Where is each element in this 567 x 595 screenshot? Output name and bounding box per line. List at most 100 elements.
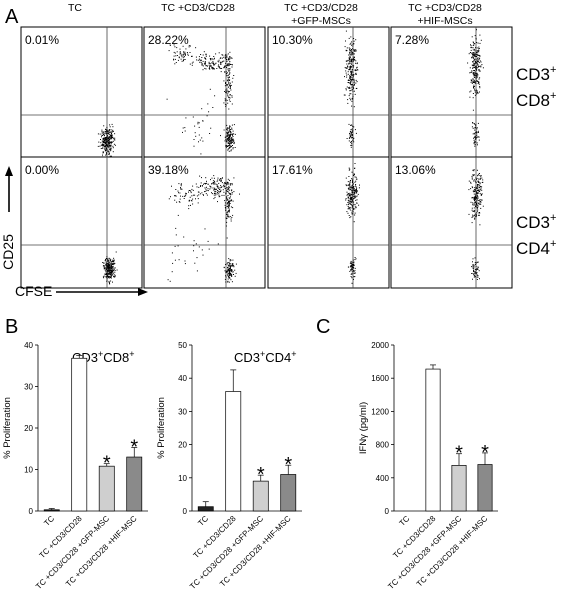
flow-event-dot (203, 51, 205, 53)
y-tick-label: 50 (178, 341, 187, 350)
flow-event-dot (352, 86, 354, 88)
flow-event-dot (106, 131, 108, 133)
flow-event-dot (350, 131, 352, 133)
flow-event-dot (472, 78, 474, 80)
flow-event-dot (349, 180, 351, 182)
flow-event-dot (211, 192, 212, 194)
flow-event-dot (350, 66, 352, 68)
flow-event-dot (207, 188, 209, 190)
flow-event-dot (210, 186, 212, 187)
flow-event-dot (477, 122, 479, 124)
flow-event-dot (112, 266, 114, 268)
flow-event-dot (212, 182, 214, 184)
flow-event-dot (108, 151, 110, 153)
flow-event-dot (185, 192, 187, 194)
flow-event-dot (473, 265, 475, 267)
flow-event-dot (190, 190, 192, 192)
flow-event-dot (227, 274, 229, 276)
flow-event-dot (111, 137, 113, 139)
flow-event-dot (226, 221, 228, 223)
flow-event-dot (191, 62, 193, 64)
flow-event-dot (355, 49, 357, 51)
flow-event-dot (477, 185, 479, 187)
flow-event-dot (475, 38, 477, 40)
flow-event-dot (476, 215, 477, 217)
flow-event-dot (474, 271, 476, 273)
flow-event-dot (104, 267, 106, 269)
flow-event-dot (227, 181, 228, 183)
flow-event-dot (345, 50, 347, 52)
flow-event-dot (474, 215, 476, 217)
flow-event-dot (354, 214, 356, 216)
flow-event-dot (233, 124, 235, 126)
flow-event-dot (221, 68, 223, 69)
flow-event-dot (352, 79, 354, 81)
flow-event-dot (204, 191, 205, 193)
flow-event-dot (176, 55, 178, 56)
flow-event-dot (229, 56, 231, 58)
flow-event-dot (481, 182, 483, 183)
flow-event-dot (111, 135, 113, 137)
flow-event-dot (210, 58, 212, 59)
flow-event-dot (349, 52, 351, 54)
flow-event-dot (349, 68, 351, 70)
flow-event-dot (214, 191, 216, 193)
flow-event-dot (109, 134, 111, 136)
flow-event-dot (174, 46, 176, 48)
flow-event-dot (473, 63, 475, 65)
flow-event-dot (200, 54, 202, 55)
flow-event-dot (112, 140, 114, 142)
flow-event-dot (223, 194, 225, 196)
flow-event-dot (473, 188, 475, 190)
flow-event-dot (220, 178, 221, 180)
flow-event-dot (348, 204, 349, 206)
flow-event-dot (225, 187, 227, 189)
flow-event-dot (356, 67, 358, 69)
flow-event-dot (352, 191, 354, 193)
flow-event-dot (477, 186, 479, 188)
flow-event-dot (479, 42, 481, 44)
flow-event-dot (106, 130, 108, 132)
flow-event-dot (113, 261, 115, 263)
flow-event-dot (476, 74, 478, 76)
flow-event-dot (184, 130, 186, 132)
flow-event-dot (110, 266, 112, 268)
flow-event-dot (474, 196, 476, 198)
flow-event-dot (482, 67, 484, 69)
flow-event-dot (230, 196, 231, 198)
flow-event-dot (354, 259, 356, 261)
flow-event-dot (220, 63, 222, 65)
flow-event-dot (230, 140, 232, 142)
bar (71, 357, 88, 512)
flow-event-dot (231, 193, 233, 195)
flow-event-dot (213, 175, 215, 177)
flow-event-dot (350, 84, 352, 86)
flow-event-dot (476, 198, 478, 200)
flow-event-dot (174, 58, 176, 60)
flow-event-dot (108, 130, 110, 132)
flow-event-dot (229, 203, 231, 204)
flow-event-dot (103, 275, 105, 277)
y-tick-label: 10 (178, 474, 187, 483)
flow-event-dot (225, 146, 227, 148)
flow-event-dot (344, 67, 346, 69)
flow-event-dot (108, 265, 110, 267)
flow-event-dot (205, 193, 207, 195)
flow-event-dot (212, 67, 214, 69)
flow-event-dot (227, 84, 229, 86)
flow-event-dot (349, 63, 351, 65)
flow-event-dot (355, 206, 357, 208)
bar (43, 509, 60, 512)
flow-event-dot (344, 46, 346, 48)
flow-event-dot (113, 269, 115, 270)
flow-event-dot (478, 46, 480, 48)
flow-event-dot (228, 201, 230, 203)
flow-event-dot (479, 57, 481, 59)
flow-event-dot (230, 266, 231, 268)
flow-event-dot (353, 192, 355, 194)
flow-event-dot (218, 61, 220, 63)
flow-event-dot (180, 58, 182, 60)
flow-event-dot (350, 202, 352, 204)
flow-event-dot (199, 193, 201, 195)
flow-event-dot (477, 192, 479, 194)
